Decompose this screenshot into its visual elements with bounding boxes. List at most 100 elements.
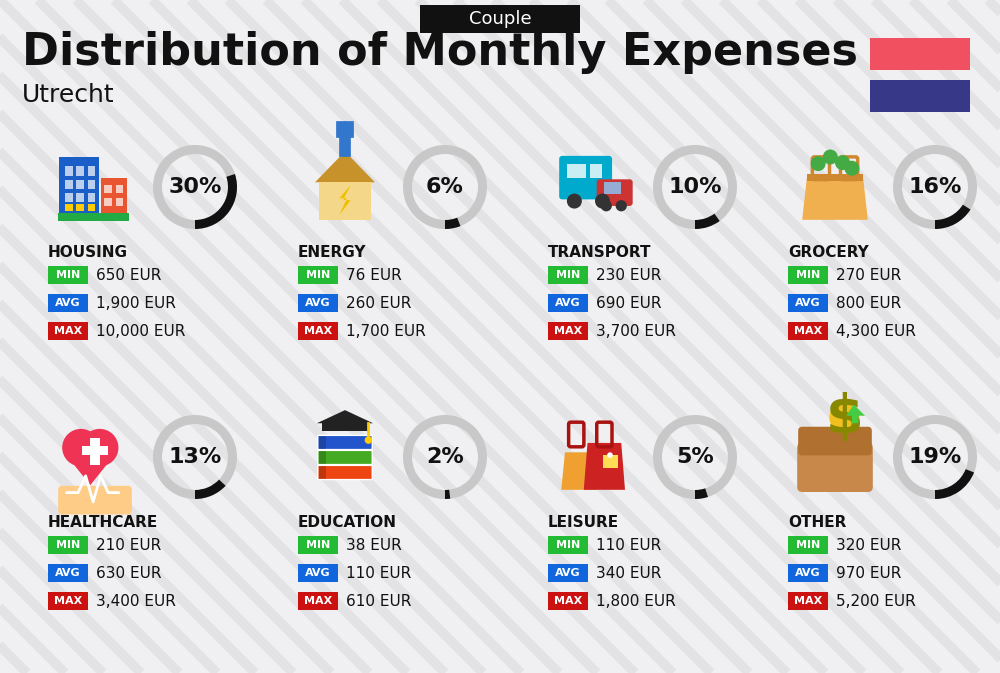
- Text: MIN: MIN: [556, 540, 580, 550]
- Text: MAX: MAX: [304, 326, 332, 336]
- Bar: [602, 455, 618, 468]
- Text: 210 EUR: 210 EUR: [96, 538, 161, 553]
- Text: MAX: MAX: [54, 326, 82, 336]
- Bar: [788, 592, 828, 610]
- Text: AVG: AVG: [305, 298, 331, 308]
- Text: AVG: AVG: [55, 298, 81, 308]
- Bar: [116, 199, 123, 206]
- Bar: [48, 322, 88, 340]
- Bar: [298, 564, 338, 582]
- Bar: [48, 536, 88, 554]
- Text: 10,000 EUR: 10,000 EUR: [96, 324, 185, 339]
- Text: MIN: MIN: [306, 540, 330, 550]
- Bar: [788, 294, 828, 312]
- Text: 5,200 EUR: 5,200 EUR: [836, 594, 916, 608]
- Polygon shape: [561, 452, 597, 490]
- Circle shape: [595, 194, 610, 209]
- Bar: [298, 536, 338, 554]
- Text: 270 EUR: 270 EUR: [836, 267, 901, 283]
- Bar: [298, 322, 338, 340]
- Polygon shape: [339, 185, 351, 215]
- Circle shape: [823, 149, 838, 164]
- Text: MIN: MIN: [796, 270, 820, 280]
- Circle shape: [811, 156, 826, 171]
- Text: ENERGY: ENERGY: [298, 245, 366, 260]
- FancyBboxPatch shape: [797, 443, 873, 492]
- Circle shape: [607, 452, 613, 458]
- Bar: [788, 266, 828, 284]
- Text: AVG: AVG: [555, 568, 581, 578]
- Bar: [76, 204, 84, 211]
- Bar: [788, 322, 828, 340]
- Text: MIN: MIN: [56, 270, 80, 280]
- Bar: [567, 164, 586, 178]
- FancyBboxPatch shape: [318, 435, 372, 450]
- Bar: [76, 166, 84, 176]
- Polygon shape: [317, 410, 373, 423]
- Wedge shape: [893, 145, 977, 229]
- Bar: [65, 192, 72, 202]
- Text: AVG: AVG: [795, 298, 821, 308]
- Bar: [298, 294, 338, 312]
- Text: AVG: AVG: [55, 568, 81, 578]
- Bar: [548, 294, 588, 312]
- Text: MIN: MIN: [306, 270, 330, 280]
- Circle shape: [601, 200, 612, 211]
- Polygon shape: [846, 404, 865, 423]
- Bar: [548, 322, 588, 340]
- Text: AVG: AVG: [795, 568, 821, 578]
- Text: MAX: MAX: [54, 596, 82, 606]
- Circle shape: [340, 128, 350, 137]
- Text: AVG: AVG: [305, 568, 331, 578]
- Bar: [319, 436, 326, 449]
- FancyBboxPatch shape: [420, 5, 580, 33]
- Text: Utrecht: Utrecht: [22, 83, 115, 107]
- Bar: [58, 213, 129, 221]
- Text: 610 EUR: 610 EUR: [346, 594, 411, 608]
- Wedge shape: [403, 415, 487, 499]
- Bar: [65, 204, 72, 211]
- Bar: [76, 192, 84, 202]
- Text: HOUSING: HOUSING: [48, 245, 128, 260]
- Bar: [59, 157, 99, 213]
- Text: 13%: 13%: [168, 447, 222, 467]
- Text: 30%: 30%: [168, 177, 222, 197]
- Wedge shape: [695, 489, 708, 499]
- Bar: [88, 180, 95, 189]
- Bar: [65, 180, 72, 189]
- Text: OTHER: OTHER: [788, 515, 846, 530]
- Text: 110 EUR: 110 EUR: [346, 565, 411, 581]
- Text: EDUCATION: EDUCATION: [298, 515, 397, 530]
- Text: 10%: 10%: [668, 177, 722, 197]
- Text: 650 EUR: 650 EUR: [96, 267, 161, 283]
- Circle shape: [835, 155, 850, 170]
- Bar: [104, 199, 112, 206]
- Wedge shape: [653, 415, 737, 499]
- Wedge shape: [153, 415, 237, 499]
- FancyBboxPatch shape: [318, 465, 372, 480]
- Bar: [48, 294, 88, 312]
- Bar: [88, 204, 95, 211]
- Circle shape: [844, 161, 859, 176]
- Text: MAX: MAX: [554, 326, 582, 336]
- Polygon shape: [315, 151, 375, 182]
- Circle shape: [829, 402, 859, 433]
- Wedge shape: [195, 480, 226, 499]
- Wedge shape: [445, 217, 460, 229]
- Bar: [319, 182, 371, 220]
- Text: 38 EUR: 38 EUR: [346, 538, 402, 553]
- Text: MIN: MIN: [796, 540, 820, 550]
- Text: MAX: MAX: [304, 596, 332, 606]
- Bar: [788, 536, 828, 554]
- FancyBboxPatch shape: [559, 156, 612, 199]
- Wedge shape: [935, 205, 970, 229]
- Text: 690 EUR: 690 EUR: [596, 295, 662, 310]
- Wedge shape: [935, 469, 974, 499]
- Bar: [548, 536, 588, 554]
- Bar: [104, 185, 112, 192]
- Polygon shape: [802, 178, 868, 220]
- Text: 1,700 EUR: 1,700 EUR: [346, 324, 426, 339]
- Text: MIN: MIN: [556, 270, 580, 280]
- Text: 800 EUR: 800 EUR: [836, 295, 901, 310]
- Text: Couple: Couple: [469, 10, 531, 28]
